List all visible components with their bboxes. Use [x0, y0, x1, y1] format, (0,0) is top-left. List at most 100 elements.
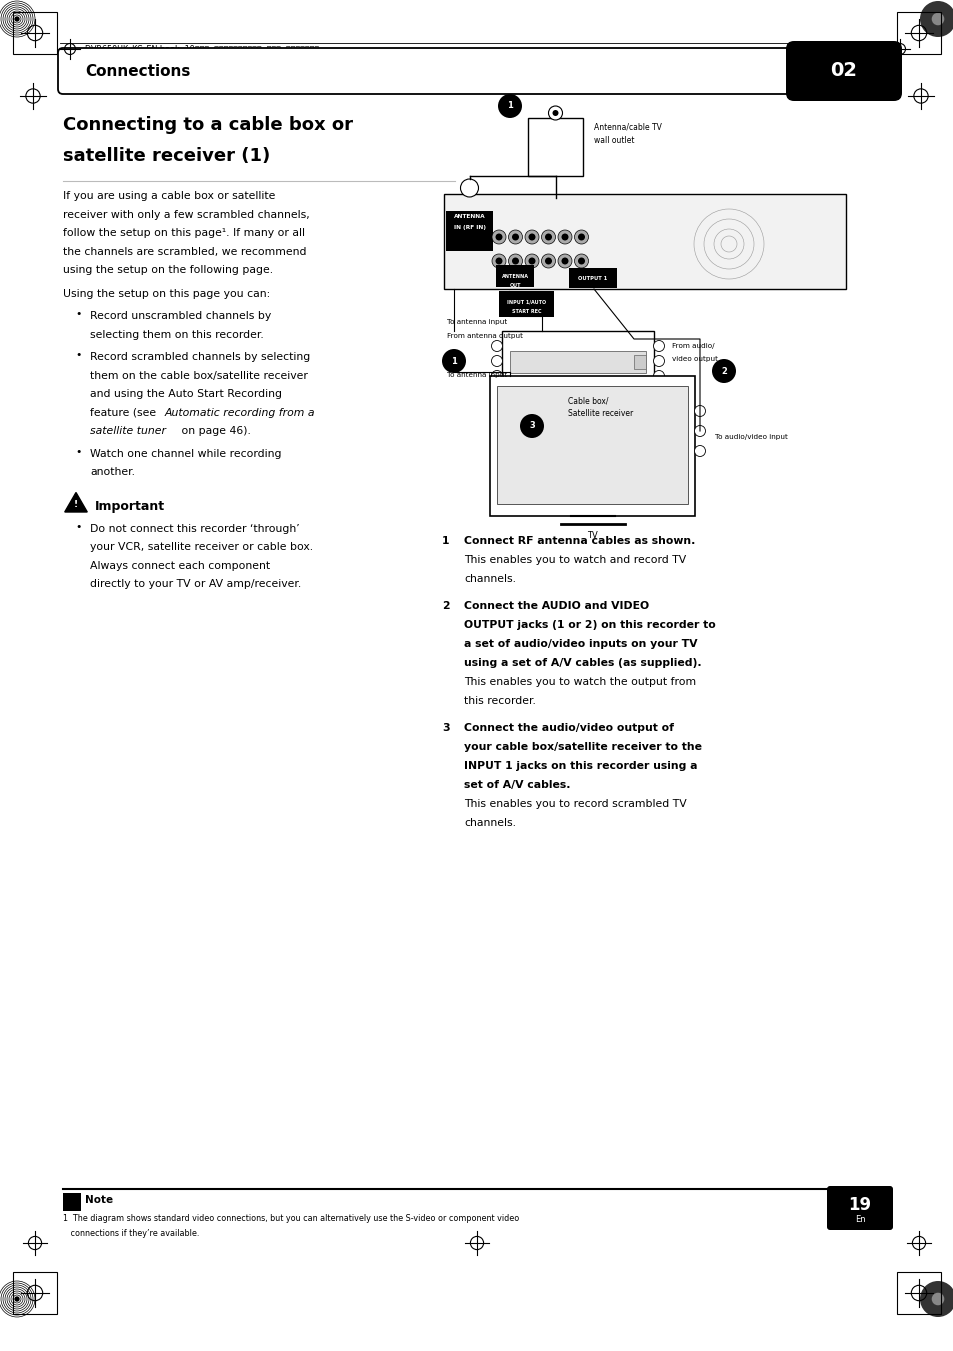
Text: a set of audio/video inputs on your TV: a set of audio/video inputs on your TV	[463, 639, 697, 648]
Circle shape	[931, 12, 943, 26]
Circle shape	[548, 105, 562, 120]
Text: satellite tuner: satellite tuner	[90, 426, 166, 436]
Text: Using the setup on this page you can:: Using the setup on this page you can:	[63, 289, 270, 299]
Circle shape	[561, 234, 568, 240]
Circle shape	[653, 355, 664, 366]
Circle shape	[497, 95, 521, 118]
Text: •: •	[75, 309, 81, 319]
Bar	[510, 351, 645, 373]
Text: OUT: OUT	[509, 282, 520, 288]
Bar	[443, 195, 845, 289]
Circle shape	[512, 258, 518, 265]
Text: Always connect each component: Always connect each component	[90, 561, 270, 570]
Text: Automatic recording from a: Automatic recording from a	[165, 408, 315, 417]
Text: !: !	[74, 500, 78, 509]
Text: directly to your TV or AV amp/receiver.: directly to your TV or AV amp/receiver.	[90, 580, 301, 589]
Text: them on the cable box/satellite receiver: them on the cable box/satellite receiver	[90, 370, 308, 381]
Circle shape	[561, 258, 568, 265]
Text: your cable box/satellite receiver to the: your cable box/satellite receiver to the	[463, 742, 701, 753]
Text: receiver with only a few scrambled channels,: receiver with only a few scrambled chann…	[63, 209, 310, 219]
Circle shape	[694, 405, 705, 416]
Text: ANTENNA: ANTENNA	[454, 213, 485, 219]
Circle shape	[558, 230, 572, 245]
Circle shape	[574, 230, 588, 245]
Bar	[527, 118, 582, 176]
Text: Antenna/cable TV: Antenna/cable TV	[593, 123, 660, 132]
Text: INPUT 1 jacks on this recorder using a: INPUT 1 jacks on this recorder using a	[463, 761, 697, 771]
Text: wall outlet: wall outlet	[593, 136, 634, 145]
Bar	[568, 267, 617, 288]
Text: 3: 3	[441, 723, 449, 734]
Text: To antenna input: To antenna input	[447, 372, 507, 378]
Circle shape	[528, 234, 535, 240]
Text: Record unscrambled channels by: Record unscrambled channels by	[90, 311, 271, 322]
Circle shape	[508, 230, 522, 245]
Text: Connect the AUDIO and VIDEO: Connect the AUDIO and VIDEO	[463, 601, 648, 611]
Text: 02: 02	[830, 62, 857, 81]
Circle shape	[528, 258, 535, 265]
Circle shape	[491, 355, 502, 366]
Text: channels.: channels.	[463, 817, 516, 828]
Text: •: •	[75, 350, 81, 359]
Circle shape	[574, 254, 588, 267]
Text: set of A/V cables.: set of A/V cables.	[463, 780, 570, 790]
Text: 1  The diagram shows standard video connections, but you can alternatively use t: 1 The diagram shows standard video conne…	[63, 1215, 518, 1223]
Circle shape	[578, 234, 584, 240]
Circle shape	[441, 349, 465, 373]
Text: START REC: START REC	[511, 309, 540, 313]
Circle shape	[711, 359, 735, 382]
Text: Connecting to a cable box or: Connecting to a cable box or	[63, 116, 353, 134]
Circle shape	[14, 16, 20, 22]
Text: using a set of A/V cables (as supplied).: using a set of A/V cables (as supplied).	[463, 658, 700, 667]
Circle shape	[558, 254, 572, 267]
Text: Connections: Connections	[85, 63, 191, 78]
Text: TV: TV	[586, 531, 598, 540]
Circle shape	[931, 1293, 943, 1305]
Bar	[896, 1273, 940, 1315]
Text: channels.: channels.	[463, 574, 516, 584]
Bar	[497, 386, 687, 504]
Text: •: •	[75, 446, 81, 457]
Circle shape	[495, 234, 502, 240]
Text: DVR650HK_KC_EN.book  19ページ  ２００７年２月２１日  水曜日  午後４時３１分: DVR650HK_KC_EN.book 19ページ ２００７年２月２１日 水曜日…	[85, 45, 319, 54]
Text: Do not connect this recorder ‘through’: Do not connect this recorder ‘through’	[90, 523, 299, 534]
Text: on page 46).: on page 46).	[178, 426, 251, 436]
Text: ANTENNA: ANTENNA	[501, 274, 528, 280]
Text: 1: 1	[441, 536, 449, 546]
Text: ■: ■	[67, 1193, 74, 1202]
Bar	[13, 1273, 57, 1315]
Text: OUTPUT jacks (1 or 2) on this recorder to: OUTPUT jacks (1 or 2) on this recorder t…	[463, 620, 715, 630]
Text: To audio/video input: To audio/video input	[714, 434, 787, 440]
Bar	[490, 376, 695, 516]
Text: using the setup on the following page.: using the setup on the following page.	[63, 265, 273, 276]
Text: follow the setup on this page¹. If many or all: follow the setup on this page¹. If many …	[63, 228, 305, 238]
Text: INPUT 1/AUTO: INPUT 1/AUTO	[506, 299, 545, 304]
Circle shape	[544, 234, 552, 240]
Circle shape	[524, 230, 538, 245]
FancyBboxPatch shape	[785, 41, 901, 101]
Circle shape	[541, 230, 555, 245]
Text: From antenna output: From antenna output	[447, 332, 522, 339]
Text: this recorder.: this recorder.	[463, 696, 536, 707]
Text: Cable box/: Cable box/	[567, 396, 608, 405]
Circle shape	[578, 258, 584, 265]
Text: This enables you to watch and record TV: This enables you to watch and record TV	[463, 555, 685, 565]
Circle shape	[541, 254, 555, 267]
Text: the channels are scrambled, we recommend: the channels are scrambled, we recommend	[63, 246, 306, 257]
FancyBboxPatch shape	[826, 1186, 892, 1229]
Text: En: En	[854, 1216, 864, 1224]
Text: your VCR, satellite receiver or cable box.: your VCR, satellite receiver or cable bo…	[90, 542, 313, 553]
Text: Watch one channel while recording: Watch one channel while recording	[90, 449, 281, 458]
Circle shape	[544, 258, 552, 265]
Bar	[13, 12, 57, 54]
Text: To antenna input: To antenna input	[447, 319, 507, 326]
Text: IN (RF IN): IN (RF IN)	[453, 226, 485, 230]
Text: another.: another.	[90, 467, 135, 477]
Circle shape	[491, 370, 502, 381]
Circle shape	[694, 426, 705, 436]
Text: 3: 3	[529, 422, 535, 431]
Text: 2: 2	[720, 366, 726, 376]
Bar	[501, 331, 654, 390]
Text: Important: Important	[95, 500, 165, 512]
Text: Note: Note	[85, 1196, 113, 1205]
